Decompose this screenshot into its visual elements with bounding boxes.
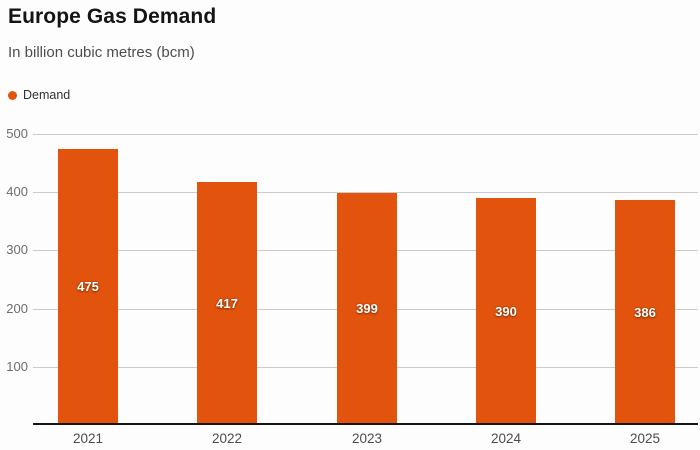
gridline-400: [33, 192, 698, 193]
x-axis-label-2023: 2023: [351, 431, 383, 446]
bar-value-label-2023: 399: [356, 301, 378, 316]
chart-title: Europe Gas Demand: [8, 5, 217, 28]
y-axis-label-500: 500: [6, 126, 28, 141]
gridline-500: [33, 134, 698, 135]
x-axis-label-2024: 2024: [490, 431, 522, 446]
bar-2024[interactable]: [476, 198, 536, 425]
bar-2025[interactable]: [615, 200, 675, 425]
bar-2023[interactable]: [337, 193, 397, 425]
y-axis-label-200: 200: [6, 301, 28, 316]
bar-value-label-2021: 475: [77, 279, 99, 294]
bar-value-label-2022: 417: [216, 296, 238, 311]
bar-2022[interactable]: [197, 182, 257, 425]
bar-value-label-2025: 386: [634, 305, 656, 320]
chart-subtitle: In billion cubic metres (bcm): [8, 44, 195, 61]
y-axis-label-400: 400: [6, 184, 28, 199]
legend: Demand: [8, 88, 70, 102]
x-axis-label-2021: 2021: [72, 431, 104, 446]
bar-2021[interactable]: [58, 149, 118, 425]
x-axis-label-2025: 2025: [629, 431, 661, 446]
bar-value-label-2024: 390: [495, 304, 517, 319]
legend-demand-label[interactable]: Demand: [23, 88, 71, 102]
y-axis-label-100: 100: [6, 359, 28, 374]
y-axis-label-300: 300: [6, 242, 28, 257]
x-axis-line: [33, 423, 698, 425]
legend-demand-dot-icon: [8, 90, 17, 100]
x-axis-label-2022: 2022: [211, 431, 243, 446]
